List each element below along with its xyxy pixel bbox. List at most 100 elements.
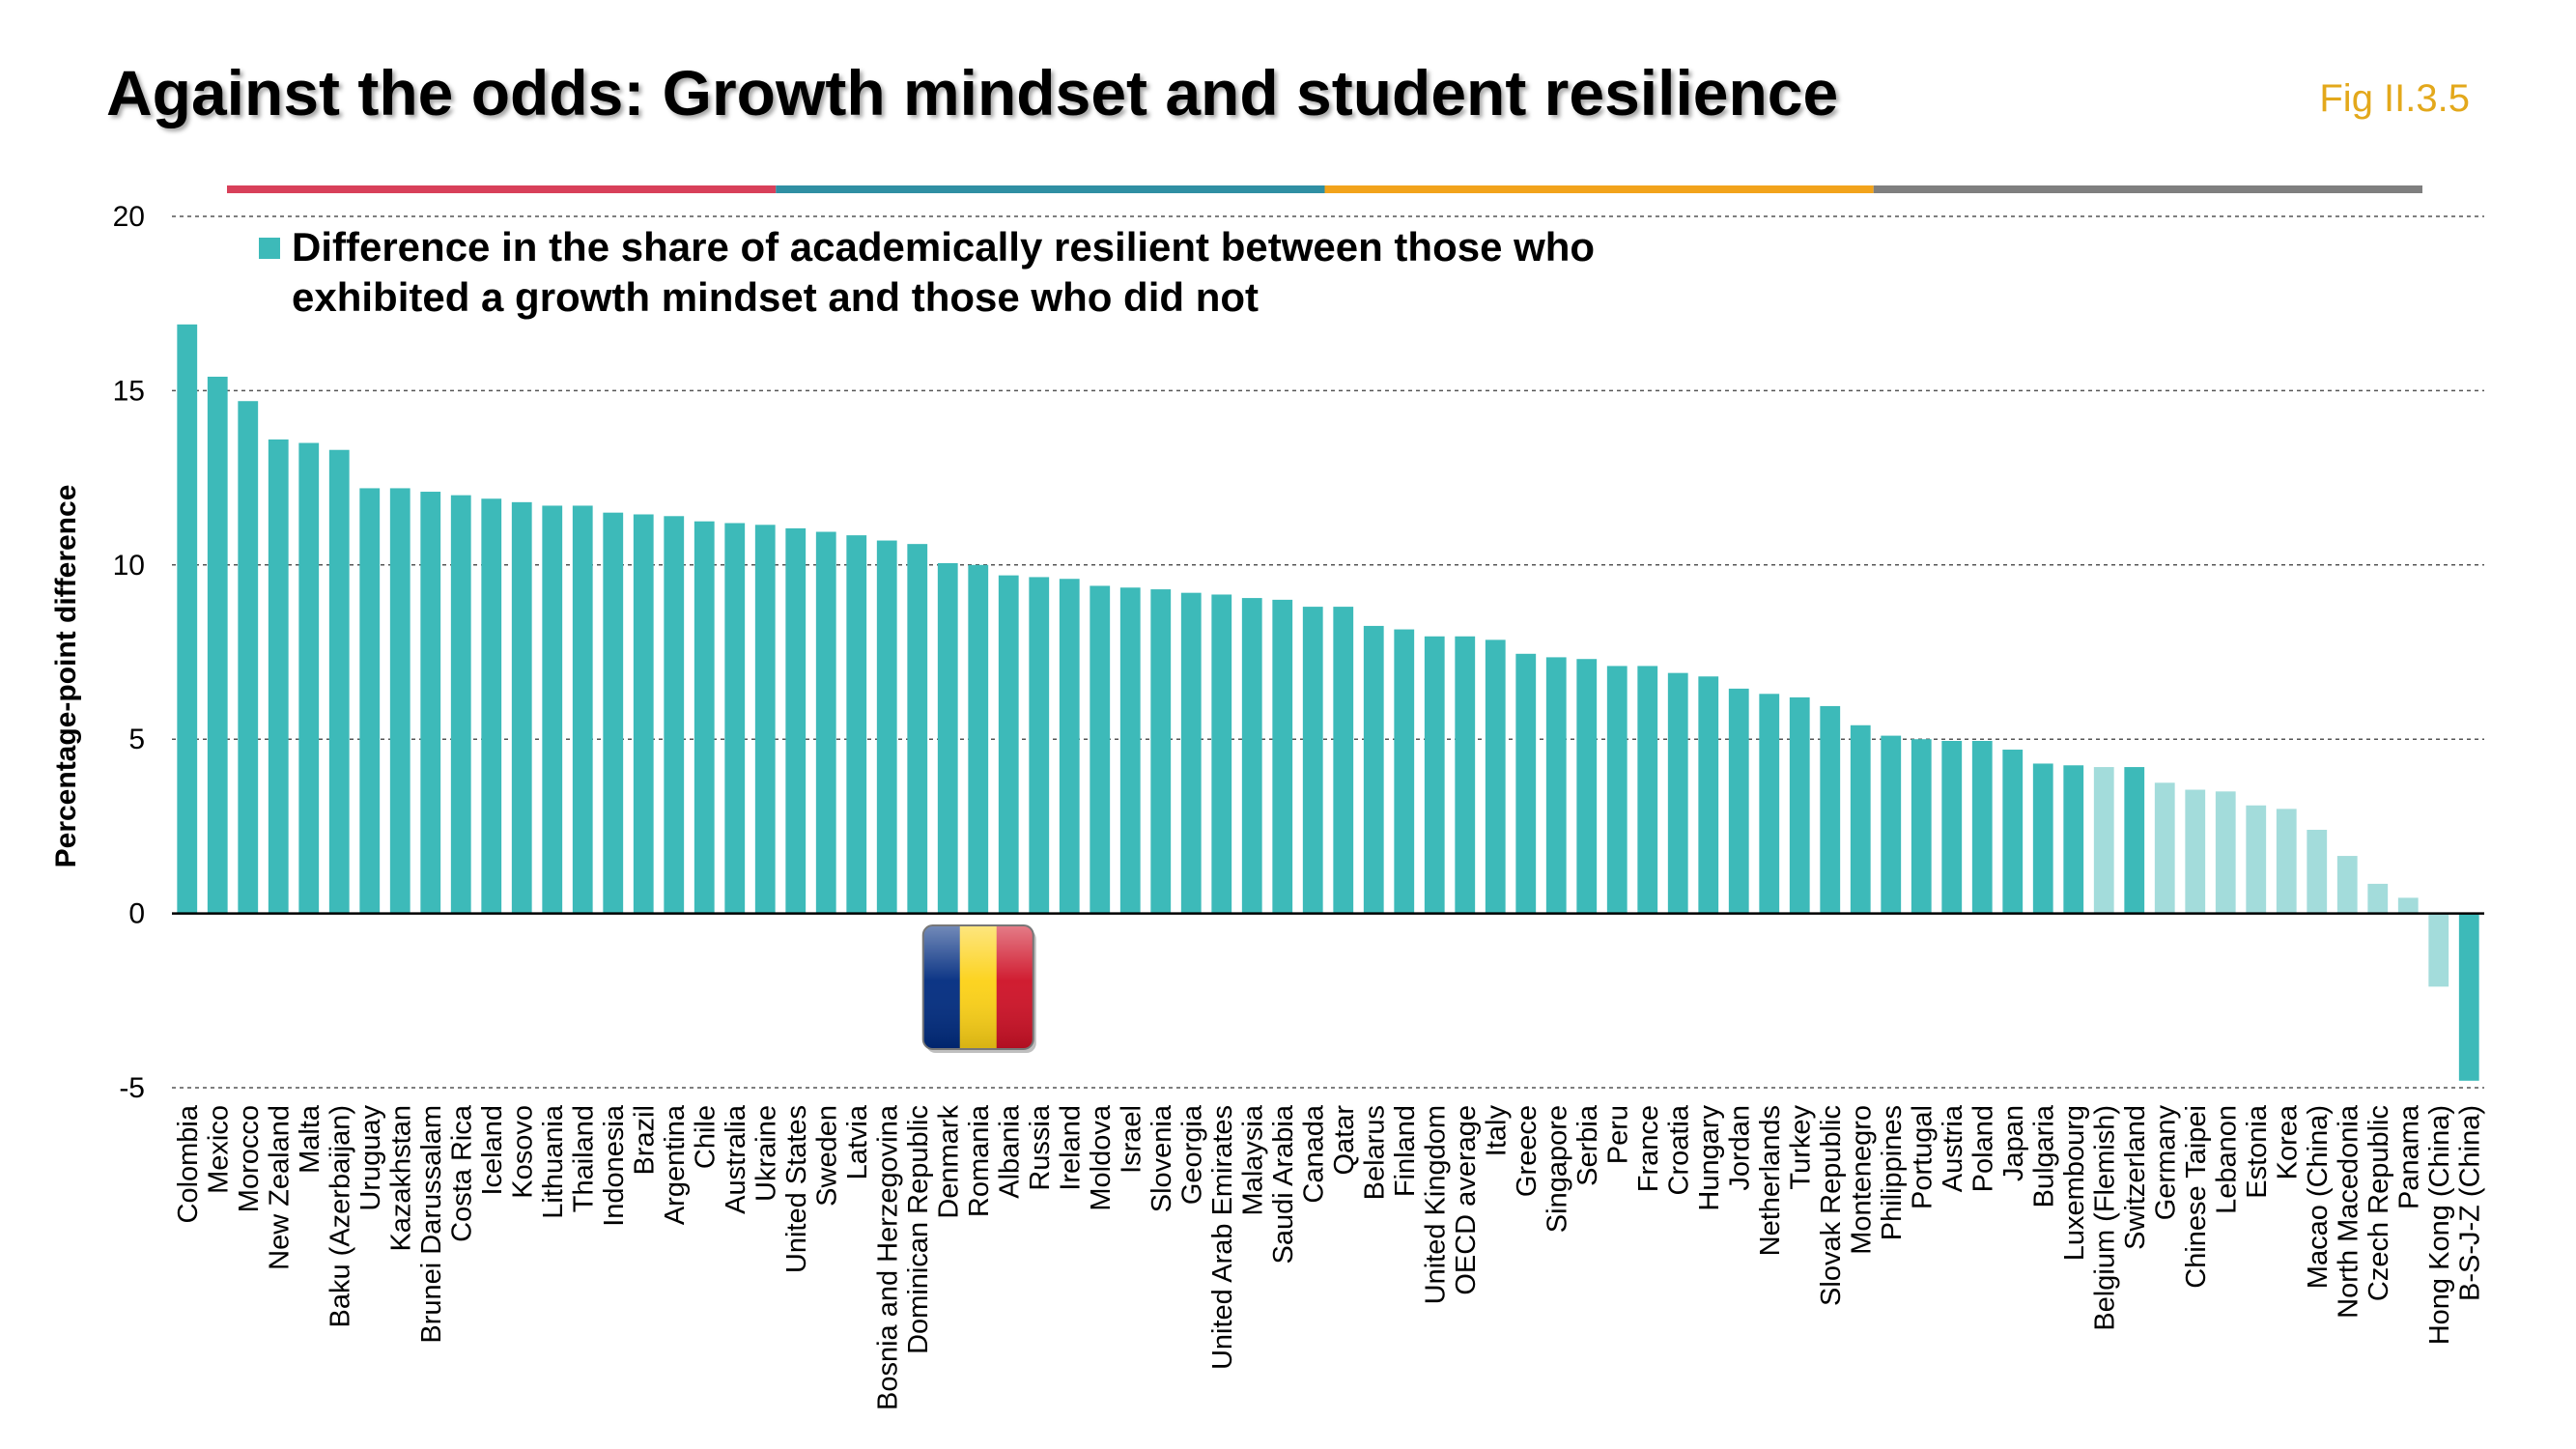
bar bbox=[2032, 763, 2053, 914]
x-tick-label: Bulgaria bbox=[2028, 1104, 2059, 1208]
x-tick-label: Ukraine bbox=[750, 1105, 781, 1202]
x-tick-label: Chinese Taipei bbox=[2181, 1105, 2212, 1289]
x-tick-label: Luxembourg bbox=[2059, 1105, 2090, 1261]
x-tick-label: Lebanon bbox=[2211, 1105, 2242, 1214]
x-tick-label: Switzerland bbox=[2120, 1105, 2151, 1250]
x-tick-label: Costa Rica bbox=[446, 1104, 477, 1242]
x-tick-label: Serbia bbox=[1572, 1104, 1603, 1186]
x-tick-label: Israel bbox=[1116, 1105, 1146, 1174]
bar bbox=[664, 516, 685, 914]
legend-swatch bbox=[259, 238, 280, 259]
stripe-segment bbox=[227, 185, 777, 193]
bar bbox=[1455, 636, 1476, 914]
bar bbox=[998, 575, 1019, 914]
bar bbox=[1485, 639, 1506, 914]
bar bbox=[238, 401, 259, 914]
x-tick-label: United Kingdom bbox=[1420, 1105, 1451, 1304]
bar bbox=[2093, 767, 2114, 914]
bar bbox=[724, 523, 746, 914]
bar bbox=[2215, 791, 2236, 914]
flag-border bbox=[921, 924, 1034, 1050]
x-tick-label: Finland bbox=[1390, 1105, 1421, 1197]
x-tick-label: Panama bbox=[2393, 1104, 2424, 1209]
x-tick-label: Denmark bbox=[933, 1105, 964, 1219]
x-tick-label: Kazakhstan bbox=[385, 1105, 416, 1252]
x-tick-label: Japan bbox=[1998, 1105, 2029, 1181]
x-tick-label: Belarus bbox=[1359, 1105, 1390, 1200]
x-tick-label: Germany bbox=[2150, 1105, 2181, 1221]
bar bbox=[754, 525, 776, 914]
x-tick-label: Singapore bbox=[1542, 1105, 1572, 1233]
x-tick-label: Iceland bbox=[477, 1105, 508, 1196]
bar bbox=[1941, 741, 1963, 914]
y-axis-ticks: -5 0 5 10 15 20 bbox=[113, 201, 145, 1104]
bar bbox=[876, 540, 897, 914]
x-tick-label: Slovak Republic bbox=[1816, 1105, 1847, 1306]
bar bbox=[268, 439, 289, 914]
bar bbox=[1363, 625, 1384, 914]
romania-flag-icon bbox=[921, 924, 1036, 1053]
bar bbox=[1150, 589, 1172, 914]
bar bbox=[846, 535, 867, 914]
bar bbox=[511, 501, 532, 914]
x-tick-label: Albania bbox=[994, 1104, 1025, 1199]
x-tick-label: Estonia bbox=[2242, 1104, 2273, 1199]
bar bbox=[1667, 672, 1688, 914]
x-tick-label: Belgium (Flemish) bbox=[2089, 1105, 2120, 1331]
bar bbox=[1850, 724, 1871, 914]
bar bbox=[2185, 789, 2206, 914]
x-tick-label: Dominican Republic bbox=[903, 1105, 934, 1354]
bar bbox=[2428, 913, 2449, 987]
x-tick-label: Hong Kong (China) bbox=[2424, 1105, 2455, 1345]
legend-text-line-2: exhibited a growth mindset and those who… bbox=[292, 274, 1259, 320]
bar bbox=[2367, 883, 2389, 914]
y-tick-label: 20 bbox=[113, 201, 145, 233]
x-tick-label: Croatia bbox=[1663, 1104, 1694, 1195]
bar bbox=[1911, 739, 1932, 914]
x-tick-label: Netherlands bbox=[1755, 1105, 1786, 1256]
x-tick-label: Saudi Arabia bbox=[1268, 1104, 1299, 1264]
x-tick-label: Portugal bbox=[1907, 1105, 1938, 1209]
bar bbox=[1059, 579, 1080, 914]
x-tick-label: Korea bbox=[2272, 1104, 2303, 1179]
bar bbox=[1637, 666, 1658, 914]
bar bbox=[2336, 856, 2358, 914]
x-tick-label: Georgia bbox=[1176, 1104, 1207, 1205]
x-tick-label: Ireland bbox=[1055, 1105, 1086, 1191]
x-tick-label: OECD average bbox=[1451, 1105, 1482, 1295]
bar bbox=[785, 527, 807, 914]
bar bbox=[633, 514, 654, 914]
x-tick-label: Uruguay bbox=[355, 1105, 386, 1211]
header-stripe bbox=[227, 185, 2422, 193]
x-tick-label: B-S-J-Z (China) bbox=[2454, 1105, 2485, 1301]
bar bbox=[1545, 657, 1567, 914]
bar bbox=[207, 376, 228, 914]
bar bbox=[1606, 666, 1628, 914]
x-tick-label: Brazil bbox=[629, 1105, 660, 1176]
x-tick-label: Baku (Azerbaijan) bbox=[325, 1105, 355, 1328]
x-tick-label: Kosovo bbox=[507, 1105, 538, 1199]
bar bbox=[937, 562, 958, 914]
bar bbox=[572, 505, 593, 914]
stripe-segment bbox=[1873, 185, 2422, 193]
x-tick-label: Greece bbox=[1512, 1105, 1543, 1197]
bar bbox=[694, 521, 715, 914]
figure-label: Fig II.3.5 bbox=[2319, 77, 2470, 120]
bar bbox=[1881, 735, 1902, 914]
x-tick-label: Lithuania bbox=[538, 1104, 569, 1219]
x-tick-label: Thailand bbox=[568, 1105, 599, 1212]
x-tick-label: Philippines bbox=[1877, 1105, 1908, 1240]
bar bbox=[328, 449, 350, 914]
bar bbox=[1119, 587, 1141, 914]
bar bbox=[1180, 592, 1202, 914]
x-axis-labels: Colombia Mexico Morocco New Zealand Malta Bak… bbox=[173, 1104, 2486, 1410]
x-tick-label: Italy bbox=[1481, 1105, 1512, 1157]
bar bbox=[2124, 767, 2145, 914]
bar bbox=[1394, 629, 1415, 914]
y-axis-title: Percentage-point difference bbox=[50, 485, 82, 868]
bar bbox=[1698, 676, 1719, 914]
y-tick-label: 5 bbox=[128, 724, 145, 755]
bar bbox=[1302, 607, 1323, 914]
x-tick-label: Latvia bbox=[842, 1104, 873, 1179]
